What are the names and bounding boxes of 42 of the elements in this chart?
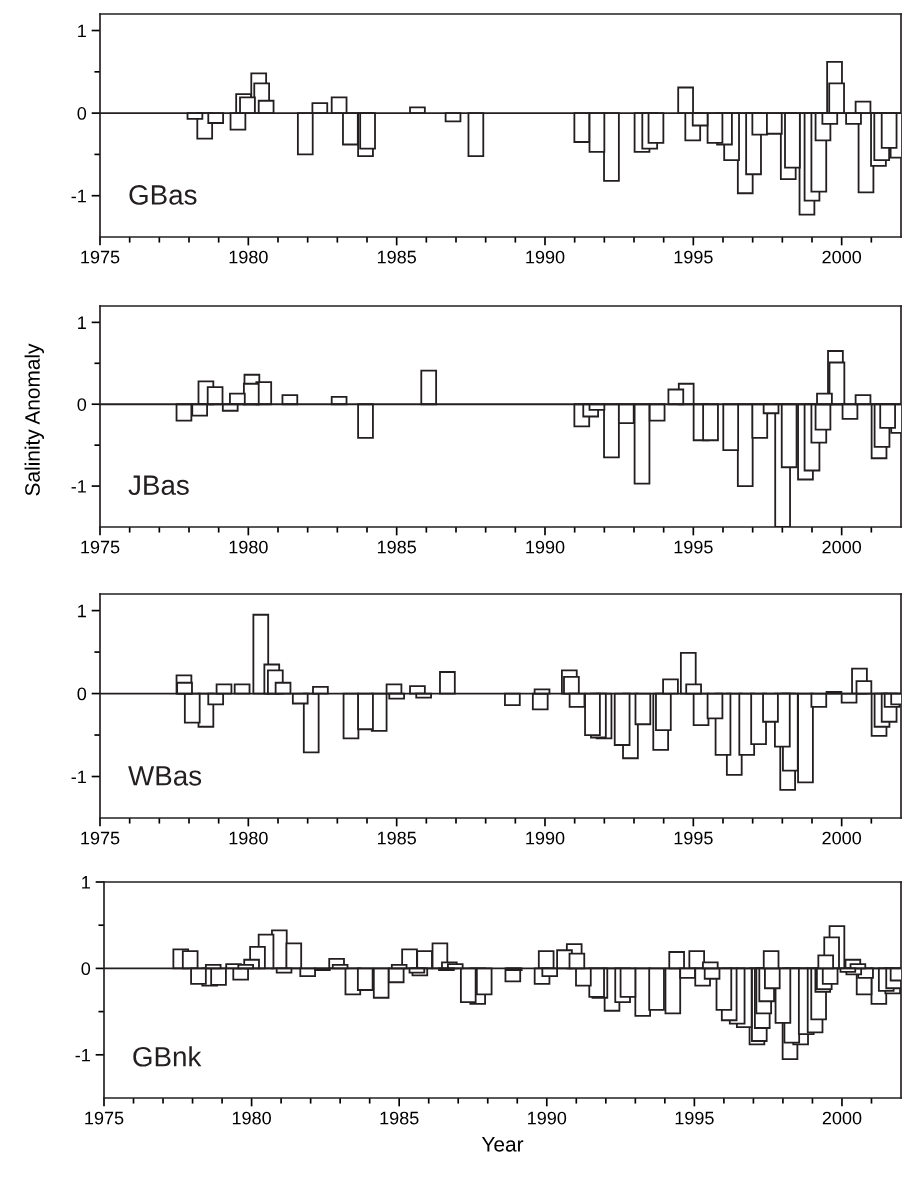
y-tick-label: 0 [77,398,87,411]
y-tick-label: 1 [78,24,86,38]
x-tick-label: 1985 [377,250,416,264]
y-tick-label: -1 [75,1048,90,1062]
x-tick-label: 2000 [822,1111,862,1125]
y-tick-label: 1 [78,316,86,329]
x-tick-label: 1975 [81,250,120,264]
x-tick-label: 1995 [674,250,713,264]
x-tick-label: 2000 [822,250,862,264]
x-tick-label: 1985 [380,1111,419,1125]
x-tick-label: 1975 [81,831,120,845]
annotation: GBnk [133,1046,202,1067]
y-tick-label: 1 [78,604,86,618]
x-tick-label: 1995 [675,1111,714,1125]
y-tick-label: -1 [71,480,86,493]
x-tick-label: 1995 [674,540,713,554]
y-axis-title: Salinity Anomaly [24,343,44,496]
annotation: GBas [129,185,197,205]
x-tick-label: 1995 [674,831,713,845]
y-tick-label: 0 [77,107,87,120]
x-tick-label: 1980 [229,831,268,845]
y-tick-label: -1 [71,770,86,784]
x-tick-label: 2000 [822,540,862,554]
x-tick-label: 1990 [526,250,565,264]
x-tick-label: 1990 [526,831,565,845]
y-tick-label: 0 [81,962,91,976]
annotation: WBas [128,766,202,786]
x-axis-title: Year [481,1137,524,1152]
x-tick-label: 1985 [377,831,416,845]
x-tick-label: 1980 [232,1111,271,1125]
y-tick-label: 1 [82,876,90,889]
annotation: JBas [128,475,189,495]
x-tick-label: 1980 [229,250,268,264]
x-tick-label: 2000 [822,831,862,845]
y-tick-label: 0 [77,687,87,701]
y-tick-label: -1 [71,189,86,203]
x-tick-label: 1975 [85,1111,124,1125]
x-tick-label: 1990 [528,1111,567,1125]
x-tick-label: 1985 [377,540,416,554]
x-tick-label: 1990 [526,540,565,554]
x-tick-label: 1980 [229,540,268,554]
x-tick-label: 1975 [81,540,120,554]
